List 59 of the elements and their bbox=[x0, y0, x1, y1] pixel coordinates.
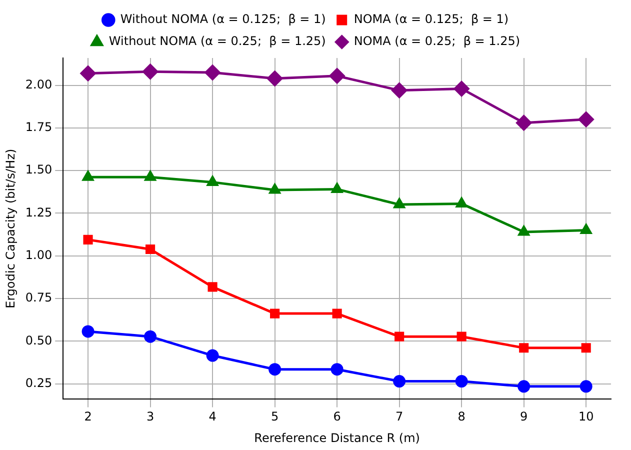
x-tick-label: 4 bbox=[208, 410, 216, 424]
point bbox=[580, 224, 592, 234]
point bbox=[578, 112, 594, 128]
y-tick-label: 0.50 bbox=[25, 333, 52, 348]
point bbox=[392, 82, 408, 98]
x-axis-title: Rereference Distance R (m) bbox=[254, 430, 420, 445]
point bbox=[82, 170, 94, 181]
x-tick-label: 8 bbox=[458, 410, 466, 424]
legend-label: Without NOMA (α = 0.125; β = 1) bbox=[120, 12, 326, 26]
y-axis-title: Ergodic Capacity (bit/s/Hz) bbox=[3, 148, 18, 308]
y-tick-label: 0.75 bbox=[25, 290, 52, 305]
point bbox=[519, 343, 529, 353]
point bbox=[454, 80, 470, 96]
point bbox=[394, 332, 404, 342]
point bbox=[144, 330, 157, 343]
point bbox=[394, 198, 405, 208]
point bbox=[581, 343, 591, 353]
x-tick-label: 9 bbox=[520, 410, 528, 424]
point bbox=[580, 380, 592, 393]
point bbox=[270, 308, 280, 318]
point bbox=[204, 64, 220, 80]
point bbox=[330, 363, 344, 376]
point bbox=[206, 176, 218, 186]
y-tick-label: 1.75 bbox=[25, 120, 52, 134]
point bbox=[518, 380, 530, 393]
legend-label: Without NOMA (α = 0.25; β = 1.25) bbox=[108, 34, 326, 48]
point bbox=[516, 115, 532, 131]
y-tick-label: 1.25 bbox=[25, 205, 52, 220]
point bbox=[518, 226, 530, 236]
x-tick-label: 7 bbox=[396, 410, 404, 424]
point bbox=[144, 170, 156, 181]
y-tick-label: 2.00 bbox=[25, 77, 52, 92]
point bbox=[456, 197, 468, 208]
point bbox=[393, 375, 406, 388]
point bbox=[269, 184, 280, 194]
point bbox=[456, 332, 466, 342]
point bbox=[331, 182, 343, 193]
x-tick-label: 5 bbox=[270, 410, 279, 424]
point bbox=[332, 308, 342, 318]
point bbox=[142, 64, 158, 80]
point bbox=[329, 68, 345, 84]
point bbox=[80, 66, 96, 82]
point bbox=[267, 70, 283, 86]
y-tick-label: 1.00 bbox=[25, 248, 52, 262]
x-tick-label: 6 bbox=[333, 410, 341, 424]
x-tick-label: 2 bbox=[84, 410, 92, 424]
point bbox=[83, 234, 93, 244]
point bbox=[455, 375, 468, 388]
point bbox=[82, 325, 94, 338]
y-tick-label: 1.50 bbox=[25, 162, 52, 177]
point bbox=[206, 349, 219, 362]
legend-label: NOMA (α = 0.25; β = 1.25) bbox=[354, 34, 520, 48]
x-tick-label: 3 bbox=[146, 410, 154, 424]
legend-label: NOMA (α = 0.125; β = 1) bbox=[354, 12, 509, 26]
point bbox=[145, 244, 156, 254]
point bbox=[268, 363, 282, 376]
point bbox=[208, 282, 218, 292]
y-tick-label: 0.25 bbox=[25, 376, 52, 390]
x-tick-label: 10 bbox=[578, 410, 594, 424]
